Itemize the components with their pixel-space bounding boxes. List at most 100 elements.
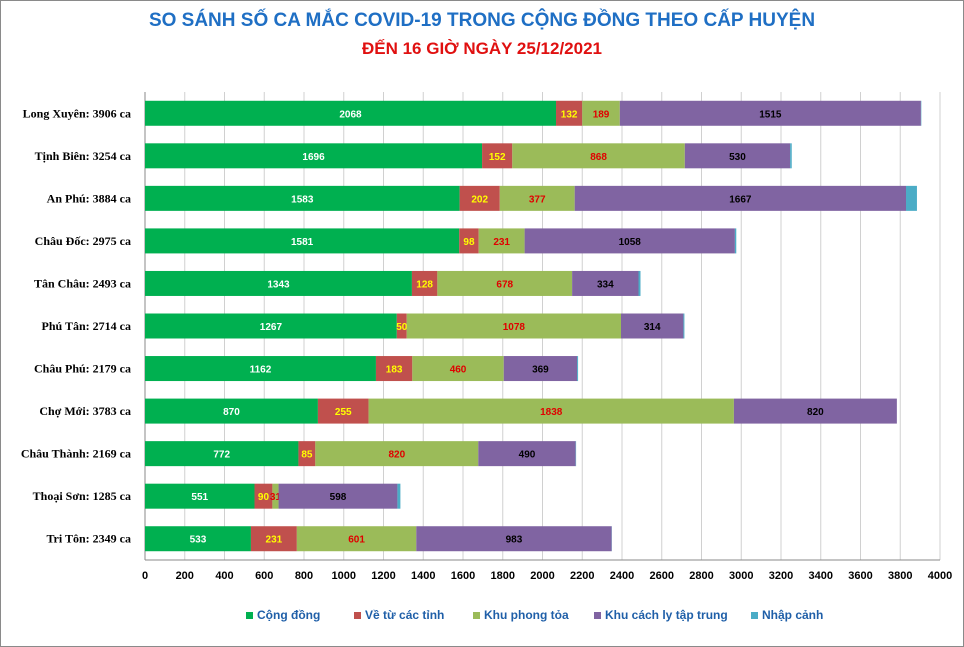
category-label: Phú Tân: 2714 ca	[42, 319, 131, 333]
data-label: 132	[561, 109, 578, 120]
x-tick-label: 600	[255, 570, 273, 582]
bar-segment	[298, 441, 316, 467]
data-label: 50	[396, 322, 408, 333]
chart-title: SO SÁNH SỐ CA MẮC COVID-19 TRONG CỘNG ĐỒ…	[148, 10, 816, 31]
bar-segment	[478, 441, 576, 467]
bar-segment	[411, 270, 438, 296]
bar-segment	[375, 356, 413, 382]
data-label: 31	[270, 492, 282, 503]
chart-subtitle: ĐẾN 16 GIỜ NGÀY 25/12/2021	[361, 39, 603, 58]
x-tick-label: 3000	[729, 570, 753, 582]
bar-segment	[459, 228, 479, 254]
bar-segment	[406, 313, 622, 339]
bar-segment	[906, 185, 917, 211]
data-label: 189	[593, 109, 610, 120]
data-label: 1078	[503, 322, 526, 333]
bar-segment	[368, 398, 734, 424]
x-tick-label: 200	[176, 570, 194, 582]
bar-segment	[574, 185, 907, 211]
data-label: 1667	[729, 194, 752, 205]
data-label: 1343	[267, 279, 290, 290]
bar-segment	[684, 143, 791, 169]
x-tick-label: 3400	[809, 570, 833, 582]
bar-segment	[556, 100, 583, 126]
bar-segment	[145, 398, 318, 424]
x-tick-label: 4000	[928, 570, 952, 582]
data-label: 1583	[291, 194, 314, 205]
x-tick-label: 2000	[530, 570, 554, 582]
data-label: 772	[213, 450, 230, 461]
category-label: Tân Châu: 2493 ca	[34, 276, 131, 290]
bar-segment	[524, 228, 735, 254]
data-label: 551	[191, 492, 208, 503]
data-label: 983	[506, 535, 523, 546]
category-label: Châu Đốc: 2975 ca	[35, 234, 131, 248]
data-label: 314	[644, 322, 661, 333]
x-tick-label: 2600	[650, 570, 674, 582]
data-label: 870	[223, 407, 240, 418]
bar-segment	[683, 313, 685, 339]
x-tick-label: 1600	[451, 570, 475, 582]
x-tick-label: 2400	[610, 570, 634, 582]
data-label: 2068	[339, 109, 362, 120]
x-tick-label: 3200	[769, 570, 793, 582]
data-label: 1838	[540, 407, 563, 418]
data-label: 231	[493, 237, 510, 248]
category-label: Tịnh Biên: 3254 ca	[35, 149, 131, 163]
x-tick-label: 800	[295, 570, 313, 582]
bar-segment	[621, 313, 684, 339]
data-label: 231	[266, 535, 283, 546]
bar-segment	[482, 143, 513, 169]
category-label: Long Xuyên: 3906 ca	[23, 106, 131, 120]
x-tick-label: 1400	[411, 570, 435, 582]
x-tick-label: 1000	[332, 570, 356, 582]
bar-segment	[638, 270, 641, 296]
data-label: 255	[335, 407, 352, 418]
data-label: 98	[463, 237, 475, 248]
legend-label: Cộng đồng	[257, 608, 320, 622]
bar-segment	[145, 270, 412, 296]
data-label: 1058	[619, 237, 642, 248]
bar-segment	[582, 100, 620, 126]
data-label: 533	[190, 535, 207, 546]
bar-segment	[412, 356, 504, 382]
data-label: 152	[489, 152, 506, 163]
bar-segment	[145, 313, 397, 339]
bar-segment	[619, 100, 921, 126]
legend-swatch	[473, 612, 480, 619]
bar-segment	[577, 356, 579, 382]
legend-label: Khu cách ly tập trung	[605, 608, 728, 622]
x-tick-label: 2200	[570, 570, 594, 582]
data-label: 334	[597, 279, 614, 290]
data-label: 1581	[291, 237, 314, 248]
bar-segment	[315, 441, 479, 467]
x-tick-label: 400	[215, 570, 233, 582]
category-label: Châu Thành: 2169 ca	[21, 447, 131, 461]
category-label: An Phú: 3884 ca	[47, 191, 131, 205]
bar-segment	[572, 270, 639, 296]
bar-segment	[145, 185, 460, 211]
data-label: 820	[388, 450, 405, 461]
bar-segment	[503, 356, 578, 382]
data-label: 868	[590, 152, 607, 163]
legend-swatch	[751, 612, 758, 619]
bar-segment	[145, 483, 255, 509]
data-label: 678	[496, 279, 513, 290]
data-label: 369	[532, 365, 549, 376]
category-label: Tri Tôn: 2349 ca	[46, 532, 131, 546]
bar-segment	[733, 398, 897, 424]
data-label: 1696	[302, 152, 325, 163]
bar-segment	[145, 228, 460, 254]
data-label: 1267	[260, 322, 283, 333]
bar-segment	[478, 228, 525, 254]
bar-segment	[734, 228, 737, 254]
data-label: 183	[386, 365, 403, 376]
bar-segment	[145, 143, 483, 169]
bar-segment	[145, 356, 376, 382]
data-label: 530	[729, 152, 746, 163]
data-label: 1162	[250, 365, 272, 376]
bar-segment	[396, 313, 407, 339]
category-label: Châu Phú: 2179 ca	[34, 362, 131, 376]
data-label: 601	[348, 535, 365, 546]
